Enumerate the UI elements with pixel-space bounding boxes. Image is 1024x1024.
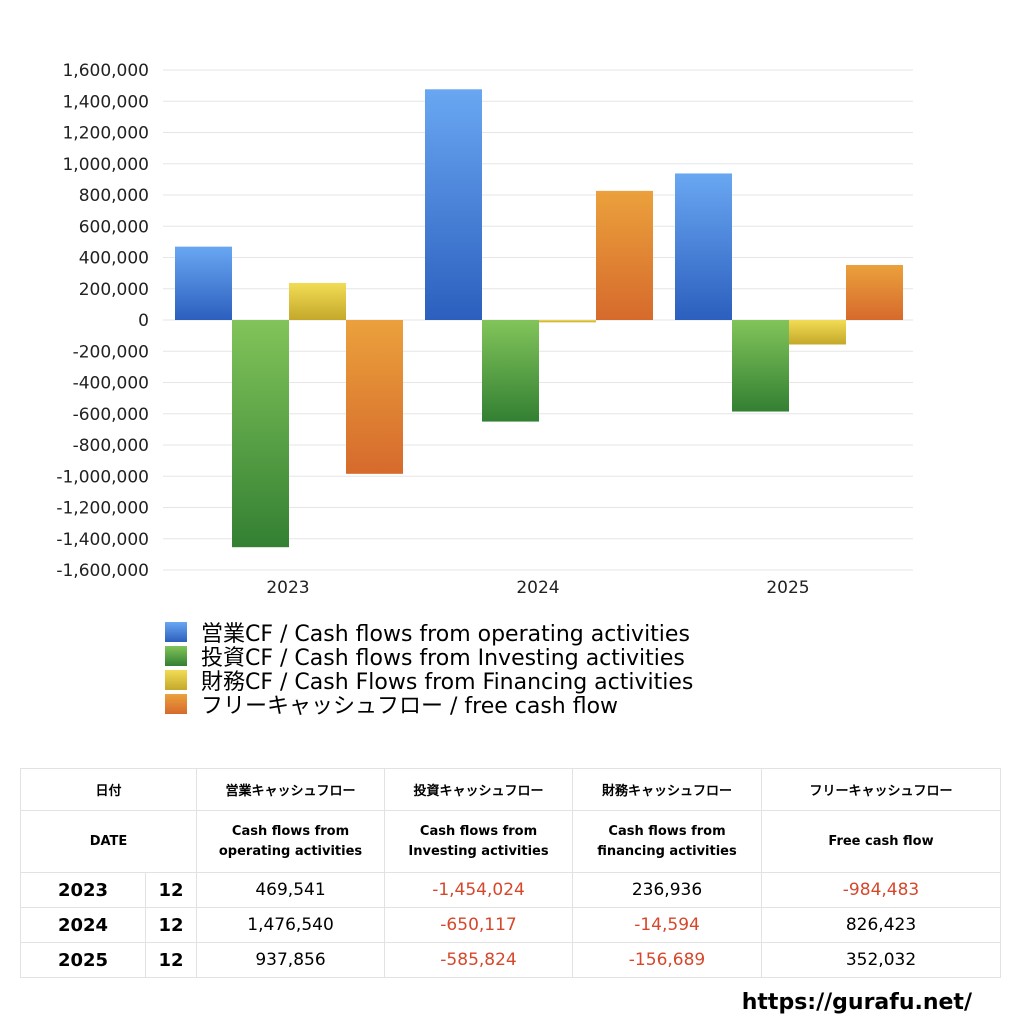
header-operating-en: Cash flows from operating activities (196, 810, 386, 873)
legend-swatch-operating (165, 622, 187, 642)
header-financing-jp: 財務キャッシュフロー (572, 768, 763, 811)
legend-swatch-financing (165, 670, 187, 690)
header-operating-jp: 営業キャッシュフロー (196, 768, 386, 811)
y-tick-label: 1,000,000 (62, 155, 149, 175)
header-financing-en-line2: financing activities (597, 843, 737, 859)
legend-swatch-free-cash-flow (165, 694, 187, 714)
cell-financing: -156,689 (572, 942, 763, 978)
table-header-row: DATE Cash flows from operating activities… (19, 810, 1002, 873)
y-tick-label: -800,000 (73, 436, 149, 456)
cash-flow-table: 日付 営業キャッシュフロー 投資キャッシュフロー 財務キャッシュフロー フリーキ… (19, 768, 1002, 978)
bar-operating-2023 (175, 246, 232, 320)
header-investing-jp: 投資キャッシュフロー (384, 768, 574, 811)
header-date-jp: 日付 (19, 768, 198, 811)
header-investing-en: Cash flows from Investing activities (384, 810, 574, 873)
table-row: 2025 12 937,856 -585,824 -156,689 352,03… (20, 942, 1002, 978)
legend-label-investing: 投資CF / Cash flows from Investing activit… (201, 646, 685, 671)
legend-label-financing: 財務CF / Cash Flows from Financing activit… (201, 670, 694, 695)
bar-financing-2024 (539, 320, 596, 323)
chart-legend: 営業CF / Cash flows from operating activit… (165, 620, 693, 719)
table-header-row: 日付 営業キャッシュフロー 投資キャッシュフロー 財務キャッシュフロー フリーキ… (19, 768, 1002, 811)
x-tick-label: 2025 (766, 578, 809, 598)
cell-month: 12 (144, 942, 198, 978)
y-tick-label: -1,000,000 (56, 467, 149, 487)
x-tick-label: 2024 (516, 578, 559, 598)
y-tick-label: -600,000 (73, 405, 149, 425)
y-tick-label: -1,200,000 (56, 499, 149, 519)
cell-free: 826,423 (761, 907, 1002, 943)
bar-investing-2023 (232, 320, 289, 548)
cell-financing: -14,594 (572, 907, 763, 943)
cash-flow-bar-chart: 1,600,000 1,400,000 1,200,000 1,000,000 800,… (56, 61, 913, 598)
cell-year: 2025 (20, 942, 146, 978)
legend-item-free-cash-flow: フリーキャッシュフロー / free cash flow (165, 692, 693, 719)
legend-item-operating: 営業CF / Cash flows from operating activit… (165, 620, 693, 647)
cell-financing: 236,936 (572, 872, 763, 908)
cell-free: -984,483 (761, 872, 1002, 908)
cell-operating: 1,476,540 (196, 907, 386, 943)
cell-month: 12 (144, 872, 198, 908)
y-tick-label: 400,000 (79, 249, 149, 269)
y-tick-label: -400,000 (73, 374, 149, 394)
header-operating-en-line2: operating activities (218, 843, 363, 859)
legend-label-operating: 営業CF / Cash flows from operating activit… (201, 622, 690, 647)
bar-financing-2025 (789, 320, 846, 345)
cell-investing: -585,824 (384, 942, 574, 978)
bar-operating-2024 (425, 89, 482, 321)
bar-free-cash-flow-2025 (846, 264, 903, 320)
header-financing-en-line1: Cash flows from (608, 823, 726, 839)
cell-month: 12 (144, 907, 198, 943)
cell-operating: 937,856 (196, 942, 386, 978)
legend-swatch-investing (165, 646, 187, 666)
y-tick-label: -1,400,000 (56, 530, 149, 550)
table-row: 2023 12 469,541 -1,454,024 236,936 -984,… (20, 872, 1002, 908)
y-tick-label: 200,000 (79, 280, 149, 300)
cell-operating: 469,541 (196, 872, 386, 908)
cell-investing: -650,117 (384, 907, 574, 943)
bar-free-cash-flow-2023 (346, 320, 403, 474)
header-financing-en: Cash flows from financing activities (572, 810, 763, 873)
table-row: 2024 12 1,476,540 -650,117 -14,594 826,4… (20, 907, 1002, 943)
cell-investing: -1,454,024 (384, 872, 574, 908)
y-tick-label: 800,000 (79, 186, 149, 206)
y-tick-label: 1,600,000 (62, 61, 149, 81)
bar-operating-2025 (675, 173, 732, 320)
header-date-en: DATE (19, 810, 198, 873)
header-investing-en-line1: Cash flows from (419, 823, 538, 839)
header-free-en: Free cash flow (761, 810, 1002, 873)
bar-investing-2025 (732, 320, 789, 412)
header-investing-en-line2: Investing activities (408, 843, 549, 859)
legend-label-free-cash-flow: フリーキャッシュフロー / free cash flow (201, 694, 619, 719)
bar-financing-2023 (289, 282, 346, 320)
x-tick-label: 2023 (266, 578, 309, 598)
legend-item-financing: 財務CF / Cash Flows from Financing activit… (165, 668, 693, 695)
y-tick-label: 0 (138, 311, 149, 331)
y-tick-label: 1,200,000 (62, 124, 149, 144)
cell-year: 2024 (20, 907, 146, 943)
cell-free: 352,032 (761, 942, 1002, 978)
bar-free-cash-flow-2024 (596, 190, 653, 320)
y-tick-label: 1,400,000 (62, 92, 149, 112)
y-tick-label: 600,000 (79, 217, 149, 237)
cell-year: 2023 (20, 872, 146, 908)
header-free-jp: フリーキャッシュフロー (761, 768, 1002, 811)
y-tick-label: -200,000 (73, 342, 149, 362)
source-url: https://gurafu.net/ (741, 990, 972, 1015)
legend-item-investing: 投資CF / Cash flows from Investing activit… (165, 644, 693, 671)
bar-investing-2024 (482, 320, 539, 422)
y-tick-label: -1,600,000 (56, 561, 149, 581)
header-operating-en-line1: Cash flows from (231, 823, 350, 839)
